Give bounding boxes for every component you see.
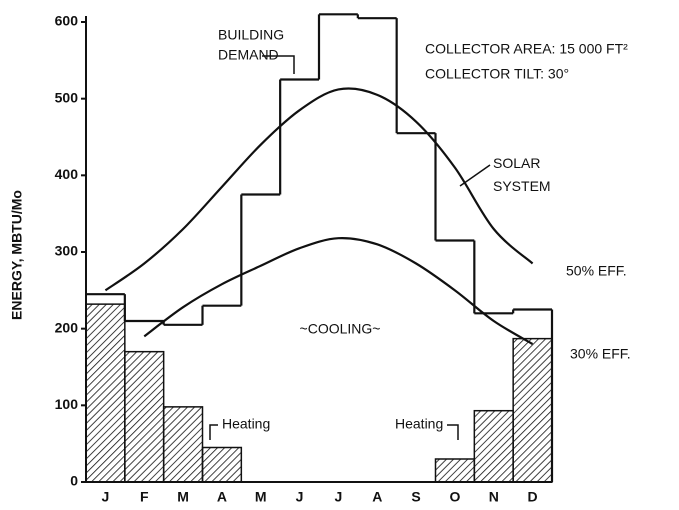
leader <box>447 424 459 440</box>
building-label: BUILDING <box>218 27 284 43</box>
heating-bar <box>162 406 204 483</box>
supply-curve <box>143 237 534 345</box>
x-tick-label: J <box>102 489 110 505</box>
x-tick-label: S <box>411 489 420 505</box>
y-tick-label: 200 <box>55 319 79 335</box>
y-tick-label: 500 <box>55 89 79 105</box>
building-label: DEMAND <box>218 47 279 63</box>
x-tick-label: M <box>177 489 189 505</box>
x-tick-label: N <box>489 489 499 505</box>
x-tick-label: A <box>217 489 227 505</box>
leader <box>209 424 218 440</box>
series-label: 30% EFF. <box>570 346 631 362</box>
series-label: Heating <box>395 416 443 432</box>
y-tick-label: 600 <box>55 13 79 29</box>
heating-bar <box>512 337 553 483</box>
heating-bar <box>201 446 243 483</box>
series-label: Heating <box>222 416 270 432</box>
y-tick-label: 300 <box>55 243 79 259</box>
supply-curve <box>104 87 534 292</box>
x-tick-label: O <box>449 489 460 505</box>
heating-bar <box>85 303 126 483</box>
y-tick-label: 0 <box>70 473 78 489</box>
y-tick-label: 100 <box>55 396 79 412</box>
x-tick-label: M <box>255 489 267 505</box>
series-label: 50% EFF. <box>566 263 627 279</box>
heating-bar <box>473 409 514 483</box>
y-axis-label: ENERGY, MBTU/Mo <box>9 190 25 320</box>
heating-bar <box>124 350 165 483</box>
annotation: COLLECTOR TILT: 30° <box>425 66 569 82</box>
heating-bar <box>434 458 476 483</box>
y-tick-label: 400 <box>55 166 79 182</box>
x-tick-label: J <box>296 489 304 505</box>
annotation: SOLAR SYSTEM SUPPLY <box>493 155 551 202</box>
annotation-box: SOLAR SYSTEM SUPPLY <box>493 155 551 202</box>
x-tick-label: F <box>140 489 149 505</box>
x-tick-label: A <box>372 489 382 505</box>
x-tick-label: J <box>335 489 343 505</box>
annotation: ~COOLING~ <box>300 321 381 337</box>
annotation: COLLECTOR AREA: 15 000 FT² <box>425 41 628 57</box>
leader <box>262 55 295 74</box>
x-tick-label: D <box>528 489 538 505</box>
